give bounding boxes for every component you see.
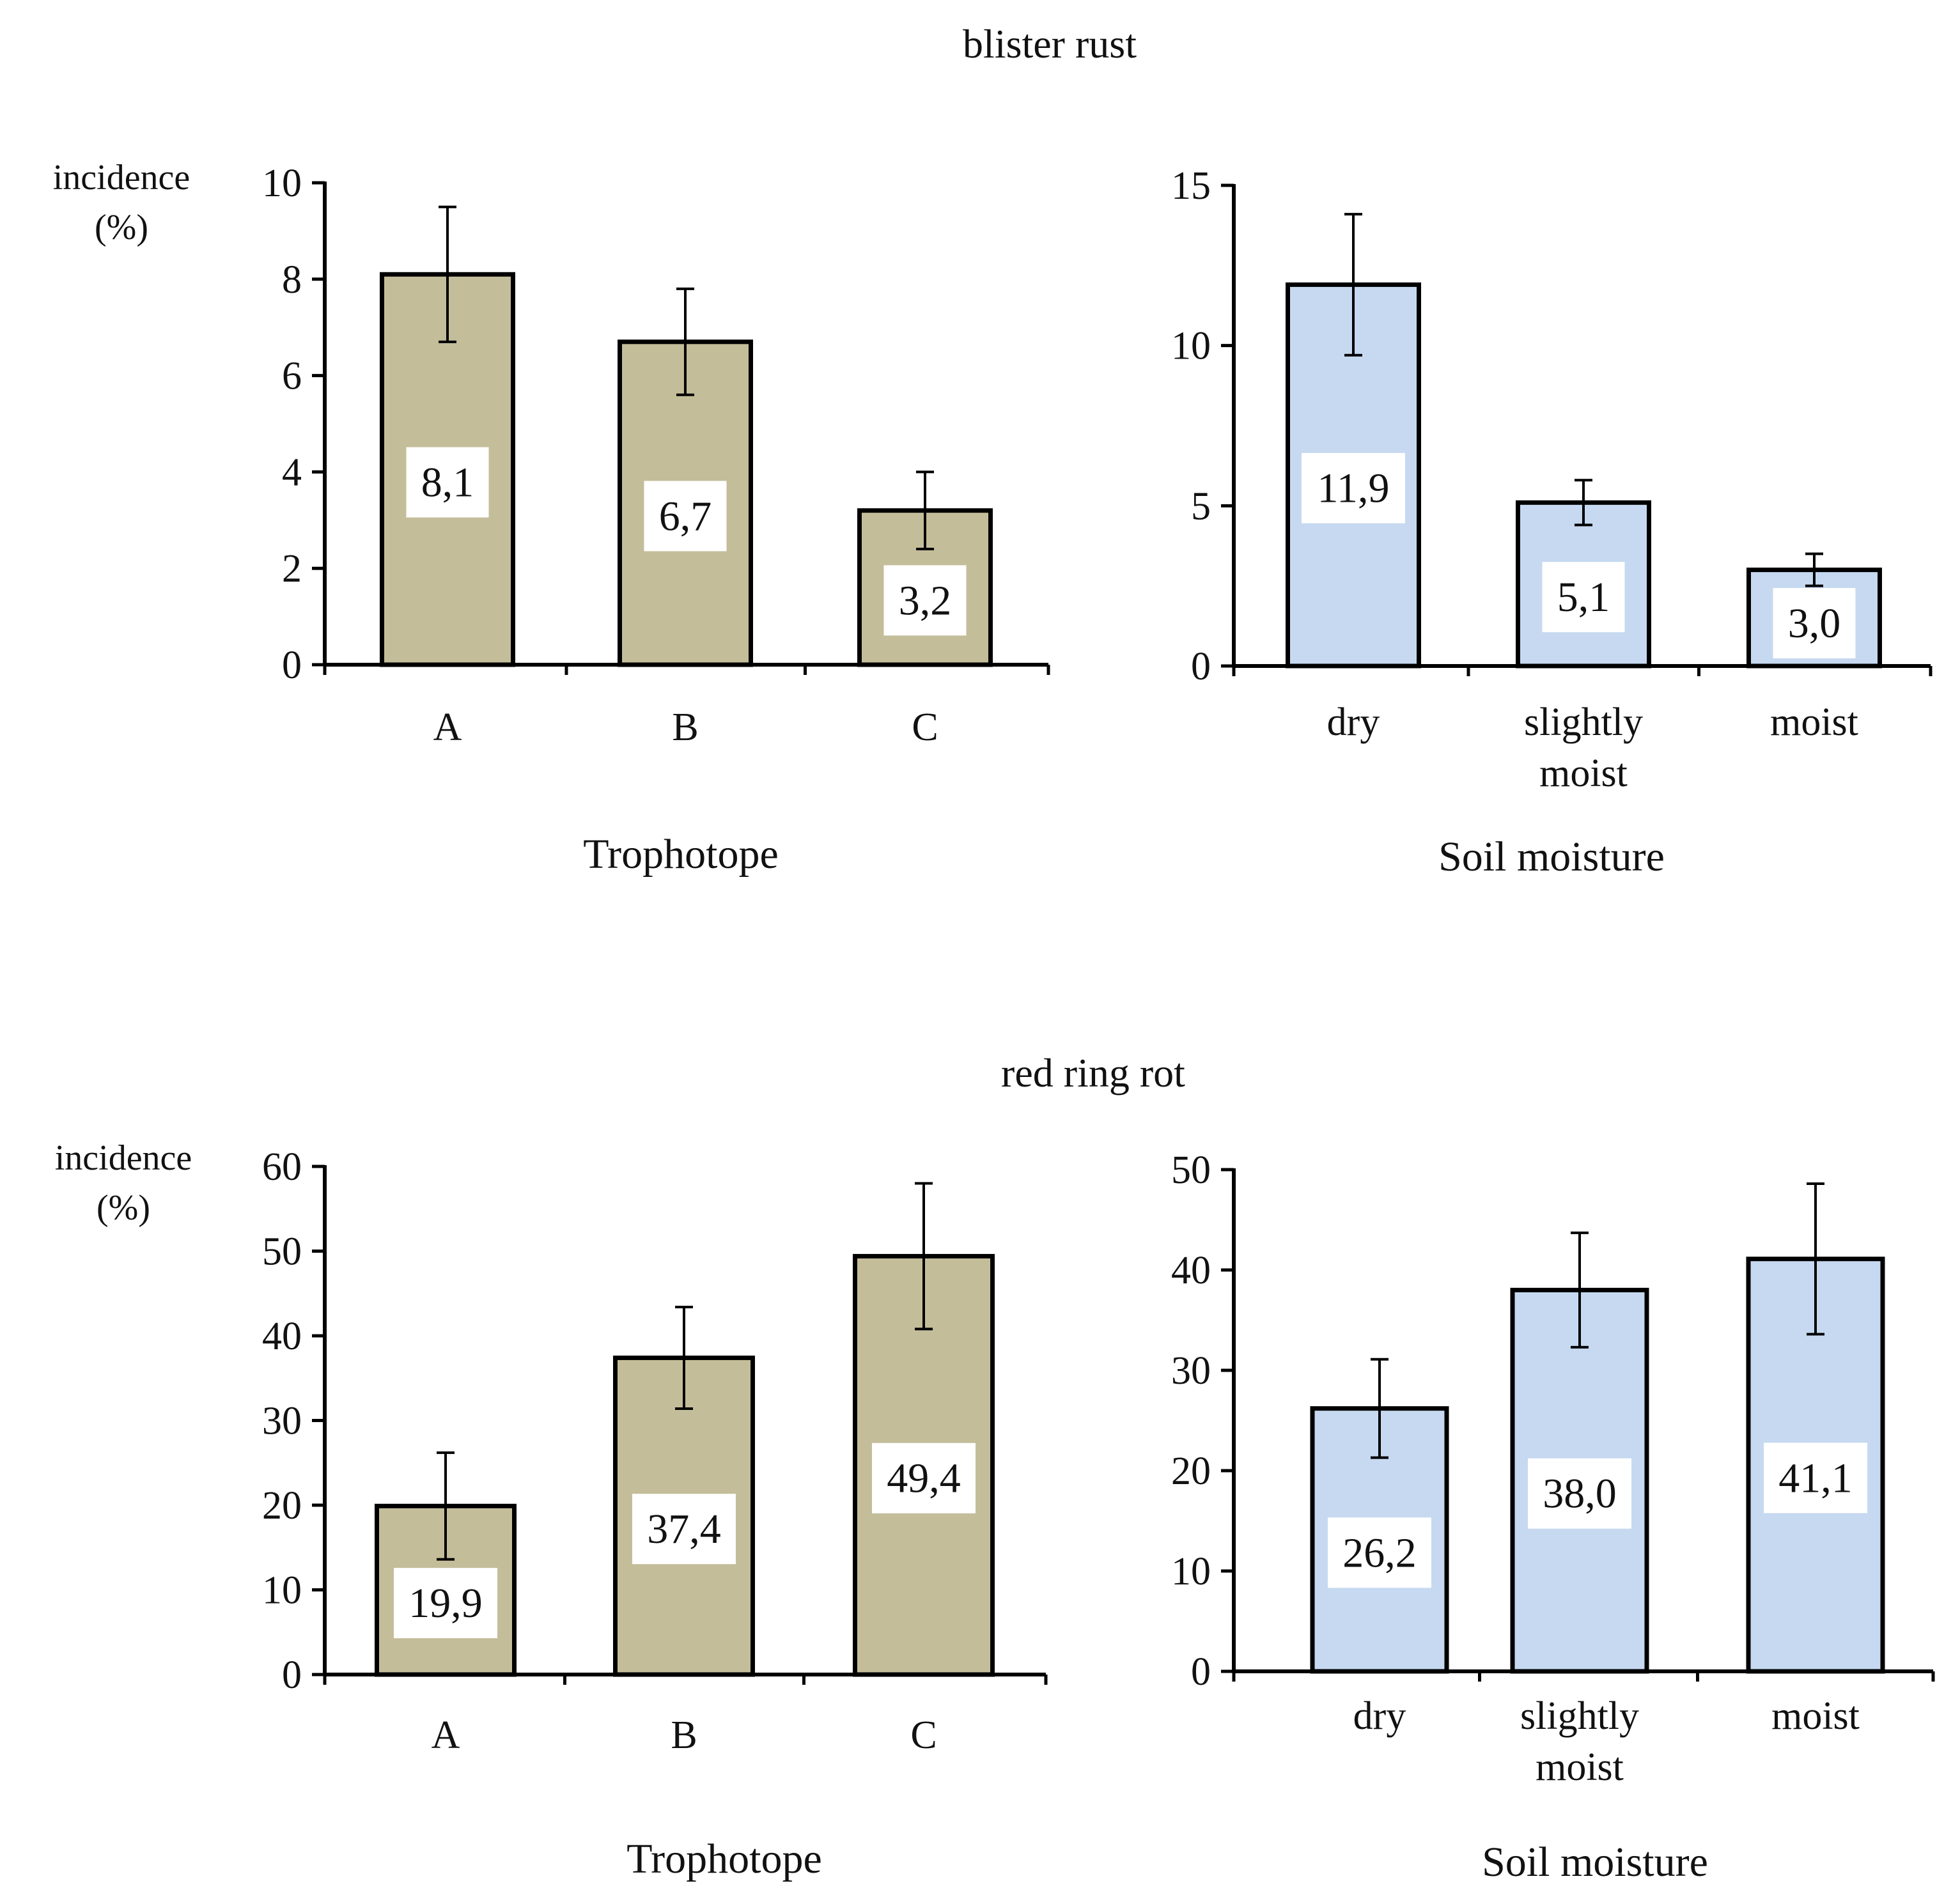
x-category-label: B [672, 706, 698, 749]
value-label: 6,7 [659, 493, 712, 539]
y-tick-label: 40 [1171, 1249, 1211, 1292]
value-label: 3,2 [899, 577, 952, 624]
value-label: 8,1 [421, 460, 474, 506]
y-tick-label: 20 [262, 1484, 302, 1528]
value-label: 38,0 [1543, 1471, 1617, 1517]
section-title-red-ring-rot: red ring rot [1001, 1050, 1185, 1095]
x-axis-title: Trophotope [583, 831, 779, 878]
value-label: 19,9 [408, 1580, 483, 1627]
y-tick-label: 10 [1171, 1550, 1211, 1593]
value-label: 26,2 [1342, 1529, 1417, 1576]
x-axis-title: Trophotope [626, 1836, 822, 1882]
y-tick-label: 4 [282, 451, 302, 494]
x-axis-title: Soil moisture [1438, 833, 1665, 880]
value-label: 37,4 [647, 1506, 721, 1552]
y-tick-label: 15 [1171, 164, 1211, 208]
x-category-label: A [432, 1714, 460, 1757]
y-tick-label: 6 [282, 355, 302, 398]
value-label-box [872, 1443, 976, 1513]
x-category-label: B [671, 1714, 697, 1757]
value-label-box [644, 481, 727, 552]
chart-panel-blister-rust-trophotope: 0 2 4 6 8 10 8,1 A 6,7 B 3,2 C Trophotope incidence (%… [53, 158, 1050, 878]
y-tick-label: 10 [262, 1569, 302, 1613]
y-tick-label: 60 [262, 1145, 302, 1189]
value-label: 41,1 [1778, 1455, 1853, 1501]
value-label: 11,9 [1317, 465, 1389, 512]
y-axis-label-unit: (%) [95, 208, 148, 247]
x-category-label-line: moist [1536, 1745, 1624, 1789]
value-label-box [883, 565, 967, 636]
y-tick-label: 20 [1171, 1450, 1211, 1493]
x-category-label: dry [1327, 700, 1380, 744]
x-category-label: slightly moist [1520, 1694, 1639, 1789]
y-axis-label-unit: (%) [97, 1188, 150, 1228]
value-label-box [1328, 1517, 1431, 1588]
chart-panel-red-ring-rot-trophotope: 0 10 20 30 40 50 60 19,9 A 37,4 B 49,4 C Trophotope in… [55, 1138, 1048, 1882]
x-category-label: C [912, 706, 938, 749]
x-category-label: moist [1771, 1694, 1860, 1738]
x-category-label: moist [1770, 700, 1858, 744]
value-label-box [406, 447, 489, 518]
x-category-label-line: moist [1539, 752, 1628, 795]
value-label-box [394, 1568, 497, 1639]
x-category-label: C [910, 1714, 937, 1757]
chart-panel-red-ring-rot-soil: 0 10 20 30 40 50 26,2 dry 38,0 slightly moist 41,1 m… [1171, 1149, 1935, 1885]
x-category-label-line: slightly [1520, 1694, 1639, 1738]
y-tick-label: 5 [1191, 484, 1211, 528]
x-category-label-line: slightly [1524, 700, 1643, 744]
y-tick-label: 50 [1171, 1149, 1211, 1192]
value-label: 3,0 [1788, 600, 1841, 647]
y-tick-label: 0 [1191, 1650, 1211, 1694]
value-label-box [1764, 1443, 1867, 1513]
x-axis-title: Soil moisture [1482, 1839, 1708, 1885]
value-label: 5,1 [1557, 574, 1610, 621]
y-tick-label: 0 [1191, 645, 1211, 688]
value-label-box [1528, 1458, 1631, 1529]
y-tick-label: 10 [1171, 325, 1211, 368]
value-label-box [632, 1494, 736, 1565]
x-category-label: slightly moist [1524, 700, 1643, 795]
y-tick-label: 0 [282, 644, 302, 687]
y-tick-label: 2 [282, 547, 302, 591]
chart-panel-blister-rust-soil: 0 5 10 15 11,9 dry 5,1 slightly moist 3,0 moist Soi… [1171, 164, 1933, 880]
x-category-label: dry [1353, 1694, 1406, 1738]
section-title-blister-rust: blister rust [963, 21, 1137, 66]
y-tick-label: 8 [282, 258, 302, 302]
value-label-box [1773, 588, 1856, 658]
y-tick-label: 0 [282, 1653, 302, 1697]
y-tick-label: 30 [1171, 1349, 1211, 1393]
y-axis-label: incidence [53, 158, 191, 197]
y-tick-label: 50 [262, 1230, 302, 1274]
y-axis-label: incidence [55, 1138, 192, 1178]
value-label: 49,4 [887, 1455, 961, 1502]
chart-panels: 0 2 4 6 8 10 8,1 A 6,7 B 3,2 C Trophotope incidence (%… [53, 158, 1935, 1885]
value-label-box [1302, 453, 1405, 523]
y-tick-label: 10 [262, 162, 302, 205]
y-tick-label: 30 [262, 1400, 302, 1443]
y-tick-label: 40 [262, 1315, 302, 1358]
value-label-box [1542, 562, 1625, 633]
x-category-label: A [433, 706, 462, 749]
